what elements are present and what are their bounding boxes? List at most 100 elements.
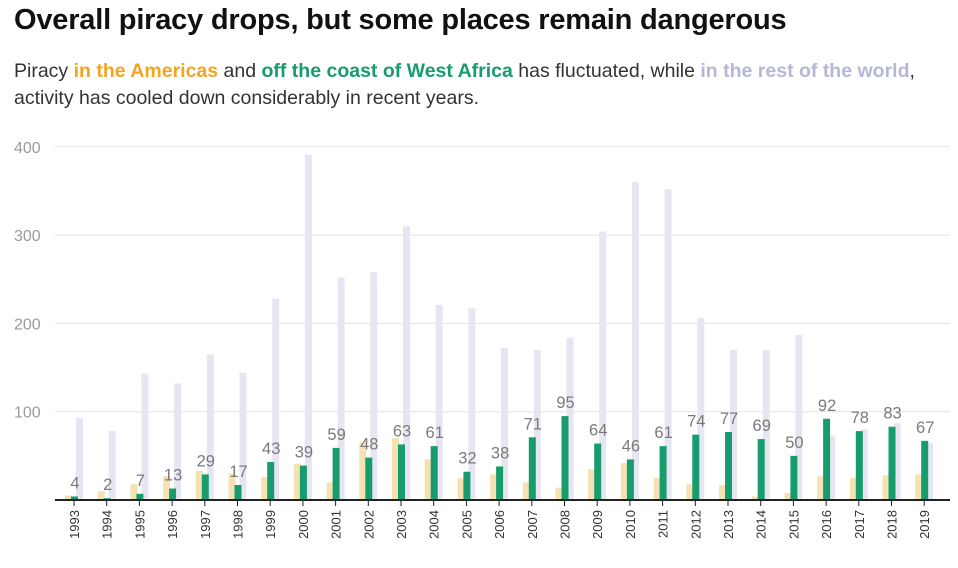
data-label-west-africa-1994: 2	[103, 476, 112, 494]
x-tick-label-1996: 1996	[165, 510, 180, 539]
y-tick-label-200: 200	[14, 316, 41, 333]
bar-rest-2016	[828, 435, 836, 500]
x-tick-label-2018: 2018	[885, 510, 900, 539]
x-tick-label-2009: 2009	[590, 510, 605, 539]
bar-rest-2007	[533, 349, 541, 500]
bar-rest-2013	[730, 349, 737, 500]
data-label-west-africa-1993: 4	[70, 474, 79, 492]
bar-west-africa-2019	[921, 440, 929, 500]
bar-west-africa-2016	[823, 418, 831, 500]
bar-rest-2005	[468, 308, 476, 500]
bar-rest-2006	[501, 348, 509, 500]
bar-rest-2010	[631, 182, 639, 500]
bar-rest-1993	[76, 417, 83, 500]
x-tick-label-1994: 1994	[100, 510, 115, 539]
bar-rest-2004	[435, 304, 443, 500]
bar-west-africa-1997	[201, 474, 209, 500]
data-label-west-africa-2017: 78	[851, 409, 869, 427]
subtitle-text-1: Piracy	[14, 60, 74, 82]
x-tick-label-2007: 2007	[525, 510, 540, 539]
legend-west-africa: off the coast of West Africa	[261, 60, 513, 82]
data-label-west-africa-1999: 43	[262, 440, 280, 458]
bar-west-africa-1998	[234, 484, 242, 500]
x-tick-label-1997: 1997	[198, 510, 213, 539]
x-tick-label-2019: 2019	[917, 510, 932, 539]
legend-americas: in the Americas	[73, 60, 219, 82]
x-tick-label-2010: 2010	[623, 510, 638, 539]
x-tick-label-2004: 2004	[427, 510, 442, 539]
bar-rest-2002	[370, 272, 378, 500]
bar-rest-1999	[272, 298, 280, 500]
bar-americas-1996	[163, 476, 171, 500]
data-label-west-africa-1995: 7	[136, 472, 145, 490]
bar-americas-1995	[130, 484, 138, 500]
x-tick-label-2013: 2013	[721, 510, 736, 539]
bar-americas-2013	[719, 484, 726, 500]
bar-rest-1995	[141, 373, 149, 500]
bar-rest-2017	[860, 429, 868, 500]
x-tick-label-2014: 2014	[754, 510, 769, 539]
bar-west-africa-2001	[332, 447, 340, 500]
x-tick-label-2015: 2015	[786, 510, 801, 539]
bar-americas-2016	[817, 476, 825, 500]
bar-rest-1996	[174, 383, 182, 500]
bar-americas-2006	[490, 474, 498, 500]
bar-west-africa-2015	[790, 455, 798, 500]
bar-americas-1998	[228, 473, 236, 500]
x-tick-label-2001: 2001	[329, 510, 344, 539]
data-label-west-africa-2006: 38	[491, 444, 509, 462]
data-label-west-africa-2002: 48	[360, 436, 378, 454]
x-tick-label-2011: 2011	[656, 510, 671, 538]
y-tick-label-100: 100	[14, 405, 41, 422]
bar-americas-1994	[97, 491, 105, 500]
x-tick-label-1995: 1995	[132, 510, 147, 539]
bar-west-africa-2005	[463, 471, 471, 500]
bar-rest-2000	[304, 154, 312, 500]
bar-rest-2008	[566, 337, 574, 500]
data-label-west-africa-2014: 69	[753, 417, 771, 435]
x-tick-label-2005: 2005	[459, 510, 474, 539]
bar-americas-2007	[522, 482, 530, 500]
bar-rest-1998	[239, 372, 247, 500]
bar-americas-2012	[686, 484, 694, 500]
bar-rest-2001	[337, 277, 345, 500]
data-label-west-africa-2000: 39	[295, 444, 313, 462]
bar-americas-2011	[653, 477, 661, 500]
bar-rest-2015	[795, 334, 803, 500]
x-tick-label-2006: 2006	[492, 510, 507, 539]
subtitle-text-4: , activity has cooled down considerably …	[14, 60, 915, 109]
data-label-west-africa-2016: 92	[818, 397, 836, 415]
bar-americas-2001	[326, 482, 334, 500]
bar-rest-2018	[893, 423, 901, 500]
data-label-west-africa-2018: 83	[883, 405, 901, 423]
data-label-west-africa-2007: 71	[524, 415, 542, 433]
bar-americas-2014	[751, 496, 759, 500]
x-tick-label-2012: 2012	[688, 510, 703, 539]
x-tick-label-1998: 1998	[231, 510, 246, 539]
bar-west-africa-2000	[299, 465, 307, 500]
x-tick-label-2003: 2003	[394, 510, 409, 539]
bar-west-africa-2003	[398, 444, 405, 500]
bar-rest-2011	[664, 189, 672, 500]
subtitle-text-2: and	[218, 60, 262, 82]
bar-americas-2017	[849, 477, 857, 500]
data-label-west-africa-1998: 17	[229, 463, 247, 481]
data-label-west-africa-2003: 63	[393, 422, 411, 440]
data-label-west-africa-2010: 46	[622, 437, 640, 455]
bar-chart: 100 200 300 400 4 1993 2 1994 7 1995 13 1996 29 1997 1…	[14, 140, 950, 539]
bar-west-africa-1995	[136, 493, 144, 500]
subtitle-text-3: has fluctuated, while	[512, 60, 701, 82]
bar-americas-2019	[915, 474, 923, 500]
data-label-west-africa-2011: 61	[654, 424, 672, 442]
bar-west-africa-2002	[365, 457, 373, 500]
bar-west-africa-2018	[888, 426, 896, 500]
bar-west-africa-2007	[528, 437, 536, 500]
bar-americas-1999	[261, 477, 269, 500]
data-label-west-africa-2001: 59	[327, 426, 345, 444]
bar-west-africa-1996	[169, 488, 177, 500]
bar-rest-2019	[926, 442, 934, 500]
x-tick-label-2002: 2002	[361, 510, 376, 539]
bar-americas-2005	[457, 477, 465, 500]
bar-americas-2015	[784, 492, 792, 500]
bar-americas-2003	[392, 438, 399, 500]
